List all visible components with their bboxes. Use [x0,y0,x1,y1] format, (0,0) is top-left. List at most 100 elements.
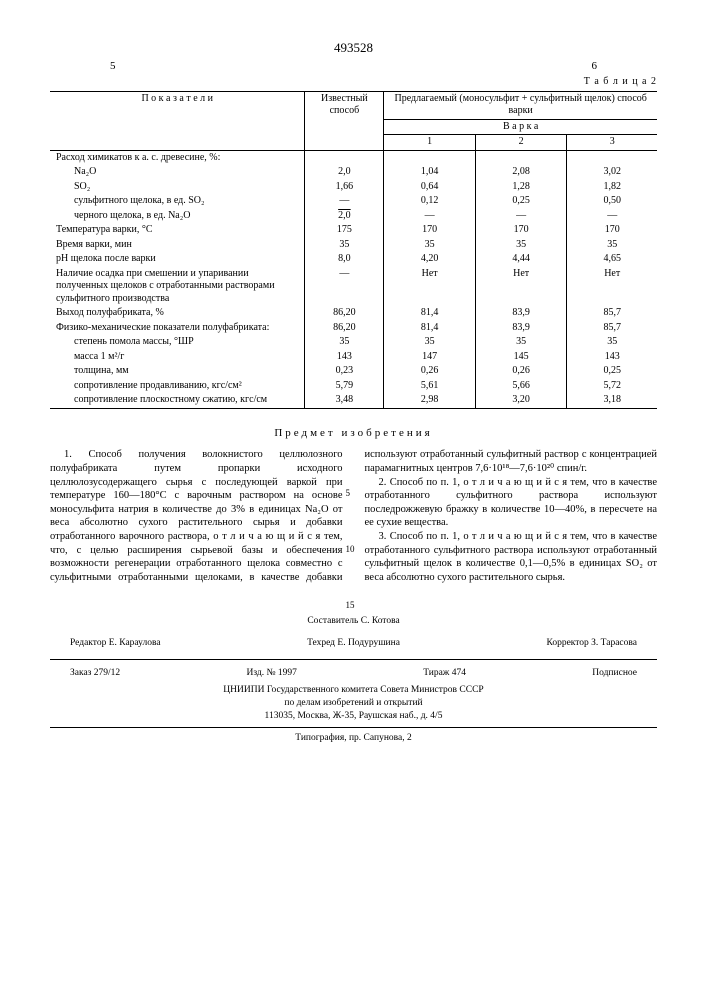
cell [305,150,384,165]
cell: 0,64 [384,180,476,195]
table-row: Na₂O2,01,042,083,02 [50,165,657,180]
cell: 170 [567,223,657,238]
cell: толщина, мм [50,364,305,379]
table-row: степень помола массы, °ШР35353535 [50,335,657,350]
cell: 5,79 [305,379,384,394]
cell: 0,25 [567,364,657,379]
cell: 85,7 [567,321,657,336]
page-right: 6 [592,60,598,74]
compiler: Составитель С. Котова [50,615,657,628]
tirazh: Тираж 474 [423,667,466,680]
cell-label: сопротивление продавливанию, кгс/см² [56,380,298,393]
cell: 85,7 [567,306,657,321]
cell: Na₂O [50,165,305,180]
cell: 5,66 [475,379,567,394]
table-row: сопротивление плоскостному сжатию, кгс/с… [50,393,657,408]
cell: SO₂ [50,180,305,195]
page-numbers: 5 6 [110,60,597,74]
cell: 0,50 [567,194,657,209]
th-c1: 1 [384,135,476,151]
th-known: Известный способ [305,91,384,150]
claim-3: 3. Способ по п. 1, о т л и ч а ю щ и й с… [365,530,658,585]
cell: 35 [305,238,384,253]
table-row: pH щелока после варки8,04,204,444,65 [50,252,657,267]
cell: 3,48 [305,393,384,408]
cell: черного щелока, в ед. Na₂O [50,209,305,224]
sub: Подписное [592,667,637,680]
table-row: масса 1 м²/г143147145143 [50,350,657,365]
table-row: толщина, мм0,230,260,260,25 [50,364,657,379]
cell: Расход химикатов к а. с. древесине, %: [50,150,305,165]
cell: 4,20 [384,252,476,267]
addr: 113035, Москва, Ж-35, Раушская наб., д. … [50,710,657,723]
page-left: 5 [110,60,116,74]
cell: 0,26 [384,364,476,379]
corrector: Корректор З. Тарасова [546,637,637,650]
cell: 0,12 [384,194,476,209]
cell: 1,28 [475,180,567,195]
footer-pubinfo: Заказ 279/12 Изд. № 1997 Тираж 474 Подпи… [50,664,657,683]
cell: 175 [305,223,384,238]
cell: — [567,209,657,224]
line-number: 15 [346,600,355,611]
cell-label: толщина, мм [56,365,298,378]
th-varka: В а р к а [384,119,657,135]
cell: 3,02 [567,165,657,180]
cell: Температура варки, °С [50,223,305,238]
cell: Нет [384,267,476,307]
cell: — [305,267,384,307]
table-row: Время варки, мин35353535 [50,238,657,253]
cell: Физико-механические показатели полуфабри… [50,321,305,336]
line-number: 5 [346,488,351,499]
cell: 86,20 [305,321,384,336]
cell: 143 [567,350,657,365]
th-proposed: Предлагаемый (моносульфит + сульфитный щ… [384,91,657,119]
cell: 143 [305,350,384,365]
cell-label: сопротивление плоскостному сжатию, кгс/с… [56,394,298,407]
cell: 35 [384,335,476,350]
claim-2: 2. Способ по п. 1, о т л и ч а ю щ и й с… [365,476,658,531]
cell: — [305,194,384,209]
cell: Нет [567,267,657,307]
table-row: черного щелока, в ед. Na₂O2,0——— [50,209,657,224]
cell: 5,72 [567,379,657,394]
cell: 8,0 [305,252,384,267]
cell: 3,18 [567,393,657,408]
table-row: SO₂ 1,660,641,281,82 [50,180,657,195]
data-table: П о к а з а т е л и Известный способ Пре… [50,91,657,409]
cell: 1,66 [305,180,384,195]
cell: 83,9 [475,306,567,321]
cell: 35 [567,335,657,350]
claims-block: 5 10 15 1. Способ получения волокнистого… [50,448,657,584]
table-row: Наличие осадка при смешении и упаривании… [50,267,657,307]
editor: Редактор Е. Караулова [70,637,161,650]
cell: 35 [567,238,657,253]
cell-label: SO₂ [56,181,298,194]
cell-label: степень помола массы, °ШР [56,336,298,349]
cell [567,150,657,165]
cell: масса 1 м²/г [50,350,305,365]
cell: 35 [475,238,567,253]
cell: 1,82 [567,180,657,195]
table-row: Выход полуфабриката, %86,2081,483,985,7 [50,306,657,321]
cell: 145 [475,350,567,365]
line-number: 10 [346,544,355,555]
footer-editors: Редактор Е. Караулова Техред Е. Подуруши… [50,634,657,653]
cell: 35 [305,335,384,350]
table-row: сопротивление продавливанию, кгс/см² 5,79… [50,379,657,394]
cell: 170 [475,223,567,238]
cell: — [475,209,567,224]
cell: 2,08 [475,165,567,180]
patent-number: 493528 [50,40,657,56]
th-indicator: П о к а з а т е л и [50,91,305,150]
cell: 2,98 [384,393,476,408]
table-row: Температура варки, °С175170170170 [50,223,657,238]
cell: 3,20 [475,393,567,408]
cell: — [384,209,476,224]
cell: 2,0 [305,165,384,180]
cell: 147 [384,350,476,365]
table-row: Физико-механические показатели полуфабри… [50,321,657,336]
cell [384,150,476,165]
cell: Время варки, мин [50,238,305,253]
cell: 86,20 [305,306,384,321]
